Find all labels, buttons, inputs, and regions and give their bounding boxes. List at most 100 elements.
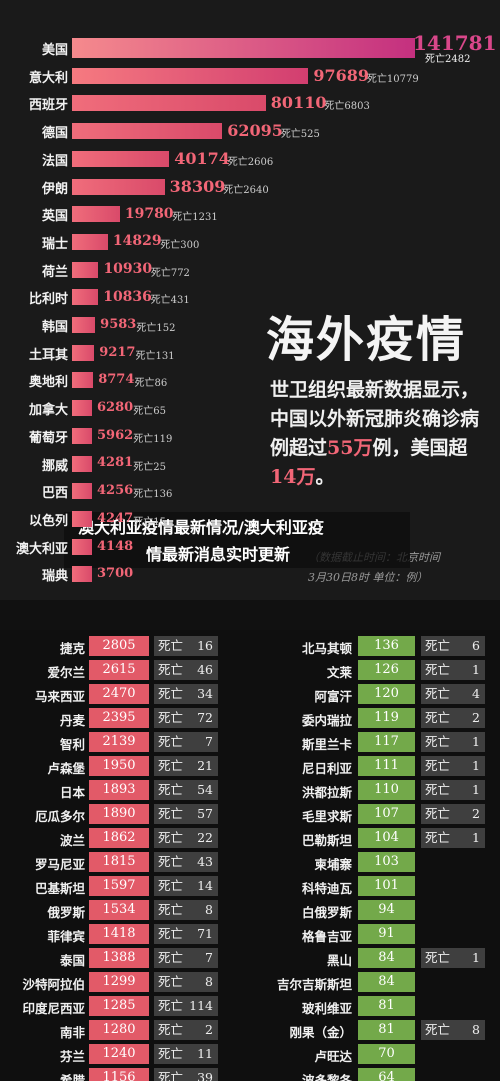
right-table-cases-13: 84 xyxy=(358,948,415,968)
right-table-cases-9: 103 xyxy=(358,852,415,872)
left-table-death-label-7: 死亡 xyxy=(158,806,184,821)
right-table-death-label-8: 死亡 xyxy=(425,830,451,845)
left-table-death-label-8: 死亡 xyxy=(158,830,184,845)
left-table-country-13: 泰国 xyxy=(59,953,85,968)
bar-value-18: 4148 xyxy=(97,538,134,554)
description-part1: 世卫组织最新数据显示，中国以外新冠肺炎确诊病例超过 xyxy=(270,379,480,459)
right-table-death-value-0: 6 xyxy=(472,638,480,653)
bar-value-4: 40174 xyxy=(174,148,230,168)
left-table-country-17: 芬兰 xyxy=(59,1049,85,1064)
left-table-death-value-7: 57 xyxy=(197,806,213,821)
left-table-cases-7: 1890 xyxy=(89,804,149,824)
bar-deaths-15: 死亡25 xyxy=(133,461,166,473)
right-table-death-value-2: 4 xyxy=(472,686,480,701)
left-table-death-value-9: 43 xyxy=(197,854,213,869)
right-table-deaths-6: 死亡 1 xyxy=(421,780,485,800)
bar-13 xyxy=(72,400,92,417)
right-table-death-label-16: 死亡 xyxy=(425,1022,451,1037)
bar-label-10: 韩国 xyxy=(41,320,68,335)
right-table-country-11: 白俄罗斯 xyxy=(301,905,352,920)
right-table-cases-5: 111 xyxy=(358,756,415,776)
left-table-death-value-6: 54 xyxy=(197,782,213,797)
bar-value-14: 5962 xyxy=(97,427,134,443)
left-table-cases-12: 1418 xyxy=(89,924,149,944)
left-table-deaths-1: 死亡 46 xyxy=(154,660,218,680)
bar-6 xyxy=(72,206,120,223)
bar-label-5: 伊朗 xyxy=(41,181,68,197)
right-table-country-8: 巴勒斯坦 xyxy=(301,833,352,848)
bar-value-13: 6280 xyxy=(97,400,134,416)
bar-value-5: 38309 xyxy=(169,176,226,196)
left-table-death-label-16: 死亡 xyxy=(158,1022,184,1037)
left-table-deaths-8: 死亡 22 xyxy=(154,828,218,848)
bar-deaths-3: 死亡525 xyxy=(280,129,320,141)
right-table-cases-10: 101 xyxy=(358,876,415,896)
right-table-death-value-16: 8 xyxy=(472,1022,480,1037)
right-table-cases-16: 81 xyxy=(358,1020,415,1040)
right-table-cases-12: 91 xyxy=(358,924,415,944)
right-table-death-value-8: 1 xyxy=(472,830,480,845)
bar-label-18: 澳大利亚 xyxy=(15,541,68,557)
left-table-death-value-18: 39 xyxy=(197,1070,213,1081)
bar-value-8: 10930 xyxy=(103,260,153,277)
bar-deaths-13: 死亡65 xyxy=(133,406,166,418)
bar-14 xyxy=(72,427,92,444)
left-table-country-7: 厄瓜多尔 xyxy=(34,809,85,824)
bar-value-11: 9217 xyxy=(99,344,136,360)
bar-value-10: 9583 xyxy=(100,316,137,332)
right-table-cases-18: 64 xyxy=(358,1068,415,1081)
right-table-deaths-7: 死亡 2 xyxy=(421,804,485,824)
bar-8 xyxy=(72,261,99,278)
left-table-death-value-0: 16 xyxy=(197,638,213,653)
left-table-country-14: 沙特阿拉伯 xyxy=(22,977,85,992)
left-table-death-label-4: 死亡 xyxy=(158,734,184,749)
right-table-cases-14: 84 xyxy=(358,972,415,992)
left-table-deaths-4: 死亡 7 xyxy=(154,732,218,752)
bar-label-17: 以色列 xyxy=(28,513,68,529)
left-table-deaths-0: 死亡 16 xyxy=(154,636,218,656)
left-table-deaths-9: 死亡 43 xyxy=(154,852,218,872)
right-table-death-value-6: 1 xyxy=(472,782,480,797)
left-table-cases-17: 1240 xyxy=(89,1044,149,1064)
right-table-cases-2: 120 xyxy=(358,684,415,704)
right-table-country-16: 刚果（金） xyxy=(289,1025,352,1040)
left-table-cases-14: 1299 xyxy=(89,972,149,992)
right-table-country-6: 洪都拉斯 xyxy=(301,785,352,800)
left-table-cases-10: 1597 xyxy=(89,876,149,896)
bar-5 xyxy=(72,178,165,195)
bar-value-6: 19780 xyxy=(124,205,174,222)
left-table-deaths-13: 死亡 7 xyxy=(154,948,218,968)
right-table-deaths-1: 死亡 1 xyxy=(421,660,485,680)
right-table-country-5: 尼日利亚 xyxy=(301,761,352,776)
left-table-country-11: 俄罗斯 xyxy=(47,905,85,920)
bar-deaths-9: 死亡431 xyxy=(150,295,190,307)
bar-deaths-17: 死亡15 xyxy=(133,516,166,528)
left-table-death-label-9: 死亡 xyxy=(158,854,184,869)
right-table-country-18: 波多黎各 xyxy=(301,1073,352,1081)
left-table-death-label-14: 死亡 xyxy=(158,974,184,989)
left-table-deaths-12: 死亡 71 xyxy=(154,924,218,944)
left-table-country-1: 爱尔兰 xyxy=(47,665,85,680)
left-table-cases-15: 1285 xyxy=(89,996,149,1016)
bar-label-16: 巴西 xyxy=(41,486,68,502)
left-table-death-label-18: 死亡 xyxy=(158,1070,184,1081)
left-table-country-2: 马来西亚 xyxy=(34,689,85,704)
overlay-title-line1: 澳大利亚疫情最新情况/澳大利亚疫 xyxy=(78,518,324,537)
left-table-death-value-3: 72 xyxy=(197,710,213,725)
right-table-cases-8: 104 xyxy=(358,828,415,848)
bar-11 xyxy=(72,344,95,361)
left-table-death-value-13: 7 xyxy=(205,950,213,965)
left-table-death-label-13: 死亡 xyxy=(158,950,184,965)
bar-label-4: 法国 xyxy=(41,153,68,169)
right-table-death-label-2: 死亡 xyxy=(425,686,451,701)
left-table-deaths-11: 死亡 8 xyxy=(154,900,218,920)
left-table-cases-5: 1950 xyxy=(89,756,149,776)
left-table-country-4: 智利 xyxy=(59,737,85,752)
bar-deaths-16: 死亡136 xyxy=(133,489,173,501)
bar-deaths-7: 死亡300 xyxy=(160,239,200,251)
right-table-cases-4: 117 xyxy=(358,732,415,752)
left-table-death-value-10: 14 xyxy=(197,878,213,893)
left-table-death-label-1: 死亡 xyxy=(158,662,184,677)
right-table-deaths-0: 死亡 6 xyxy=(421,636,485,656)
